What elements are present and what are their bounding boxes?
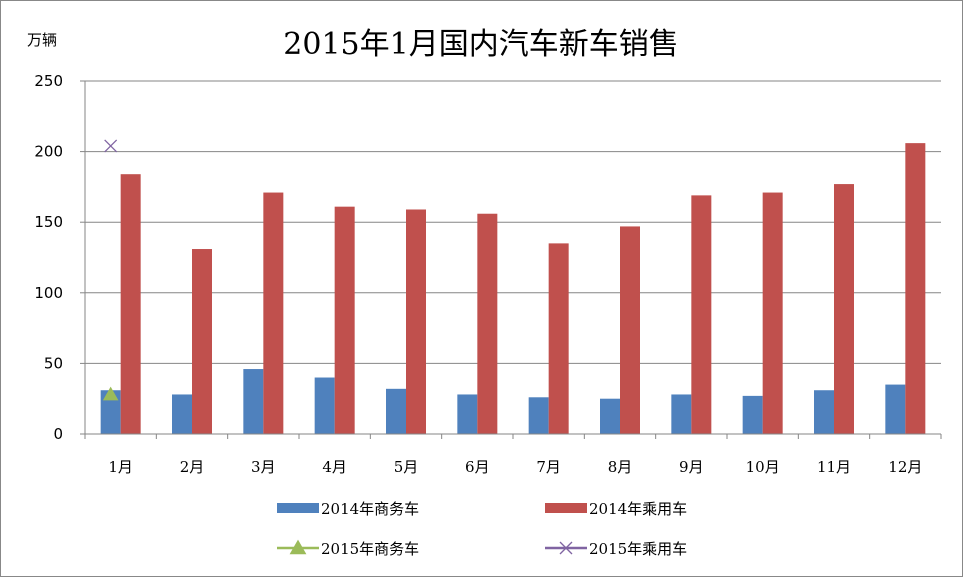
bar-2014-commercial [314, 377, 335, 434]
x-tick-label: 12月 [888, 458, 922, 476]
bar-2014-passenger [263, 192, 284, 434]
bar-2014-passenger [477, 213, 498, 434]
marker-layer [102, 139, 119, 401]
y-tick-label: 0 [53, 425, 63, 443]
bar-2014-passenger [192, 249, 212, 434]
x-tick-label: 7月 [536, 458, 561, 476]
legend-item: 2015年商务车 [277, 539, 419, 558]
bar-2014-passenger [762, 192, 783, 434]
marker-2015-passenger [104, 139, 118, 153]
bar-2014-passenger [620, 226, 640, 434]
bar-layer [100, 143, 926, 435]
bar-2014-commercial [600, 398, 620, 434]
legend-swatch [545, 503, 587, 513]
x-tick-label: 1月 [108, 458, 133, 476]
bar-2014-commercial [243, 369, 264, 434]
legend-item: 2014年商务车 [277, 500, 419, 518]
legend-triangle-marker [289, 539, 307, 555]
grid-layer [85, 80, 941, 364]
chart-title: 2015年1月国内汽车新车销售 [283, 27, 678, 62]
y-tick-label: 200 [34, 143, 63, 161]
legend-item: 2015年乘用车 [545, 540, 687, 558]
y-tick-label: 100 [34, 284, 63, 302]
bar-2014-commercial [386, 388, 406, 434]
x-stroke [559, 541, 573, 555]
legend: 2014年商务车 2014年乘用车 2015年商务车 2015年乘用车 [277, 500, 687, 558]
x-tick-label: 5月 [394, 458, 419, 476]
y-unit-label: 万辆 [27, 31, 57, 49]
legend-label: 2015年商务车 [321, 540, 419, 558]
y-tick-label: 250 [34, 72, 63, 90]
x-tick-label: 11月 [817, 458, 851, 476]
legend-x-marker [559, 541, 573, 555]
legend-item: 2014年乘用车 [545, 500, 687, 518]
bar-2014-commercial [671, 394, 692, 434]
legend-label: 2014年商务车 [321, 500, 419, 518]
y-tick-label: 150 [34, 213, 63, 231]
x-tick-label: 6月 [465, 458, 490, 476]
bar-2014-passenger [120, 174, 141, 434]
marker-2015-commercial [102, 386, 119, 401]
bar-2014-commercial [885, 384, 906, 434]
bar-2014-commercial [172, 394, 192, 434]
bar-2014-commercial [742, 395, 763, 434]
legend-label: 2015年乘用车 [589, 540, 687, 558]
axis-layer: 0 50 100 150 200 250 1月 2月 3月 4月 5月 6月 7月 8月 9月 10月 11月 1… [34, 72, 942, 476]
bar-2014-passenger [905, 143, 926, 435]
legend-swatch [277, 503, 319, 513]
x-tick-label: 9月 [679, 458, 704, 476]
bar-2014-passenger [406, 209, 426, 434]
x-tick-label: 4月 [322, 458, 347, 476]
bar-2014-passenger [334, 206, 355, 434]
legend-label: 2014年乘用车 [589, 500, 687, 518]
x-tick-label: 3月 [251, 458, 276, 476]
bar-2014-commercial [528, 397, 549, 434]
bar-2014-passenger [691, 195, 712, 434]
x-tick-label: 2月 [180, 458, 205, 476]
bar-2014-passenger [834, 184, 854, 434]
x-tick-label: 10月 [746, 458, 780, 476]
bar-2014-commercial [100, 390, 121, 434]
x-stroke [104, 139, 118, 153]
bar-2014-commercial [457, 394, 478, 434]
bar-2014-passenger [548, 243, 569, 434]
x-tick-label: 8月 [608, 458, 633, 476]
bar-2014-commercial [814, 390, 834, 434]
y-tick-label: 50 [44, 354, 63, 372]
